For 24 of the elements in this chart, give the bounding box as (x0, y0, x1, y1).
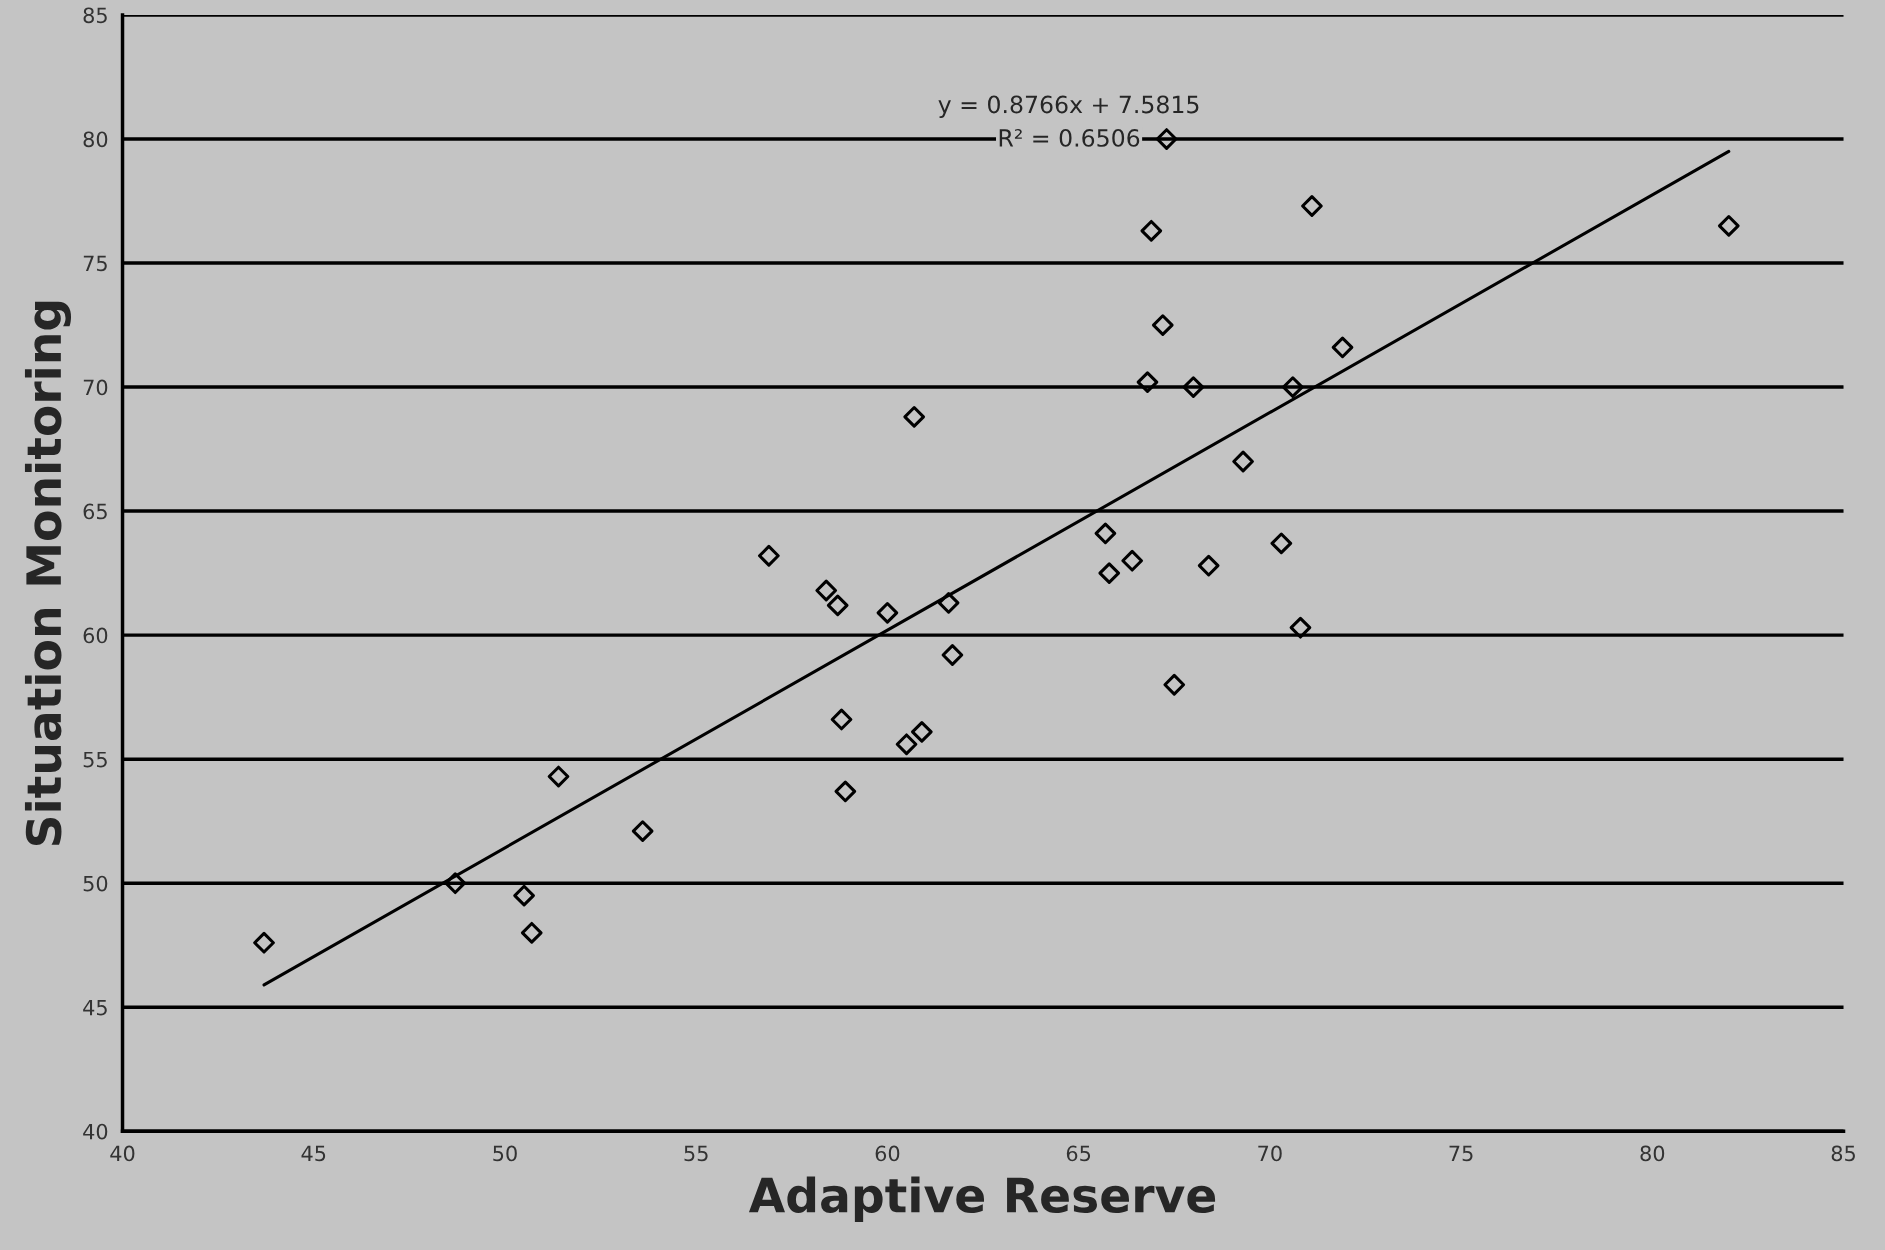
x-tick-label: 65 (1066, 1145, 1091, 1162)
x-tick-label: 70 (1258, 1145, 1282, 1162)
x-axis-title: Adaptive Reserve (748, 1176, 1216, 1223)
annotation: y = 0.8766x + 7.5815 (938, 95, 1199, 118)
y-tick-label: 65 (83, 503, 107, 520)
x-tick-label: 85 (1831, 1145, 1855, 1162)
x-tick-label: 75 (1449, 1145, 1473, 1162)
y-tick-label: 75 (83, 255, 107, 272)
x-tick-label: 60 (875, 1145, 900, 1162)
y-tick-label: 70 (83, 379, 108, 396)
y-tick-label: 85 (83, 7, 107, 24)
x-tick-label: 40 (110, 1145, 135, 1162)
y-tick-label: 60 (83, 627, 108, 644)
x-tick-label: 55 (684, 1145, 708, 1162)
y-tick-label: 45 (83, 999, 107, 1016)
y-axis-title: Situation Monitoring (24, 301, 72, 846)
x-tick-label: 50 (493, 1145, 517, 1162)
x-tick-label: 80 (1640, 1145, 1665, 1162)
y-tick-label: 80 (83, 131, 108, 148)
x-tick-label: 45 (301, 1145, 326, 1162)
annotation: R² = 0.6506 (999, 129, 1140, 147)
y-tick-label: 40 (83, 1123, 108, 1140)
y-tick-label: 55 (83, 751, 107, 768)
y-tick-label: 50 (83, 875, 108, 892)
